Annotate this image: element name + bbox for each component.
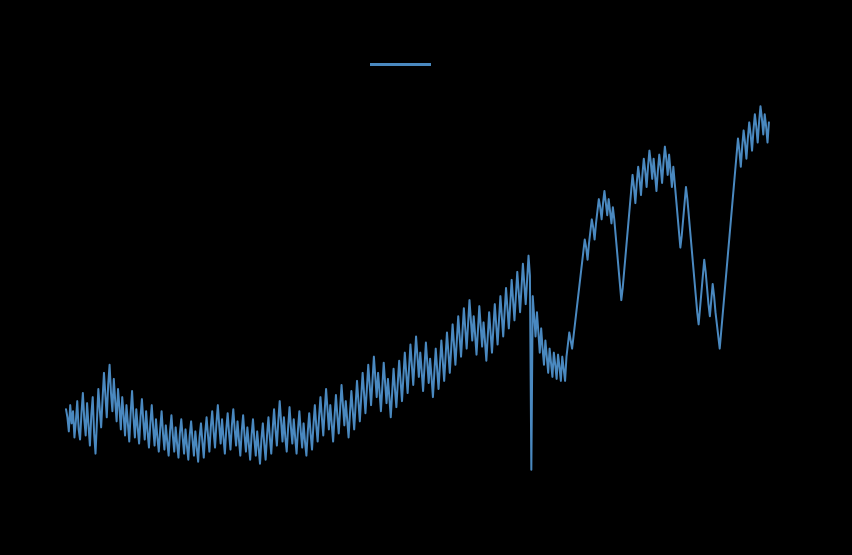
- data-series-line: [65, 105, 770, 471]
